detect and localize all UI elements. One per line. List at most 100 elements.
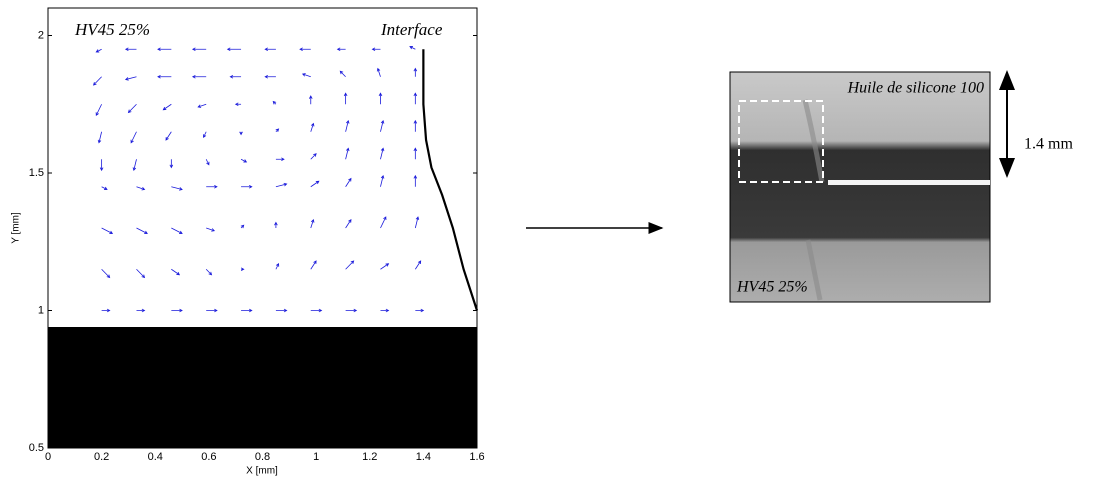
x-tick-label: 0: [45, 451, 51, 463]
vector: [371, 47, 381, 52]
vector: [310, 308, 323, 313]
vector: [191, 47, 207, 52]
vector: [310, 122, 315, 132]
vector: [275, 263, 280, 270]
vector: [414, 260, 422, 270]
vector: [409, 46, 416, 50]
vector: [206, 184, 218, 189]
vector: [165, 131, 172, 141]
vector: [241, 308, 253, 313]
vector: [136, 268, 146, 279]
vector: [171, 186, 183, 191]
vector: [206, 227, 216, 232]
y-axis-label: Y [mm]: [11, 212, 22, 244]
vector: [171, 227, 183, 234]
vector: [132, 159, 137, 172]
vector: [95, 104, 102, 116]
x-tick-label: 0.8: [255, 451, 270, 463]
vector: [124, 47, 137, 52]
vector: [205, 268, 213, 276]
vector: [413, 119, 418, 132]
vector: [240, 224, 245, 229]
vector: [264, 47, 276, 52]
vector: [345, 177, 352, 187]
vector: [202, 131, 207, 138]
vector: [169, 159, 174, 169]
vector: [339, 70, 346, 78]
vector: [99, 159, 104, 172]
vector: [274, 221, 278, 228]
vector: [345, 260, 355, 270]
vector: [136, 186, 146, 191]
vector: [234, 102, 242, 107]
image-panel: Huile de silicone 100 HV45 25%: [729, 71, 991, 303]
vector: [336, 47, 346, 52]
vector: [275, 157, 285, 162]
y-tick-label: 1: [38, 304, 44, 316]
y-tick-label: 2: [38, 29, 44, 41]
vector: [229, 74, 242, 79]
y-tick-label: 1.5: [29, 167, 44, 179]
vector: [380, 308, 390, 313]
vector: [241, 184, 253, 189]
vector: [136, 308, 146, 313]
x-tick-label: 1.6: [469, 451, 484, 463]
vector: [136, 227, 148, 234]
vector: [413, 67, 418, 77]
vector: [310, 260, 317, 270]
vector: [127, 103, 137, 114]
x-tick-label: 1.4: [416, 451, 431, 463]
vector: [301, 73, 311, 78]
vector: [345, 147, 350, 160]
vector: [308, 95, 313, 105]
x-axis-label: X [mm]: [246, 466, 278, 477]
vector: [264, 74, 276, 79]
vector: [191, 74, 207, 79]
vector: [275, 128, 280, 133]
vector: [197, 103, 207, 108]
vector: [240, 267, 245, 272]
vector: [205, 159, 210, 166]
vector: [413, 147, 418, 160]
vector: [345, 308, 358, 313]
fluid-label: Huile de silicone 100: [847, 80, 984, 97]
vector: [310, 180, 320, 188]
vector: [343, 92, 348, 105]
photo-detail: [802, 99, 825, 301]
vector: [206, 308, 218, 313]
x-tick-label: 0.6: [201, 451, 216, 463]
vector: [92, 76, 102, 86]
x-tick-label: 1.2: [362, 451, 377, 463]
vector: [97, 131, 103, 144]
vector: [380, 174, 385, 187]
fluid-label: HV45 25%: [736, 279, 808, 296]
roi-box: [738, 100, 824, 183]
vector: [101, 186, 108, 190]
vector: [239, 131, 243, 136]
vector: [310, 153, 317, 160]
vector: [275, 308, 288, 313]
vector: [124, 76, 137, 81]
photo: [729, 71, 991, 303]
vector: [415, 308, 425, 313]
annotation: Interface: [380, 20, 443, 39]
x-tick-label: 0.4: [148, 451, 163, 463]
vector: [380, 147, 385, 160]
vector: [101, 268, 111, 279]
vector: [414, 216, 420, 229]
y-tick-label: 0.5: [29, 442, 44, 454]
vector: [157, 47, 172, 52]
vector: [171, 308, 183, 313]
interface-line: [828, 180, 990, 185]
vector: [413, 174, 418, 187]
vector: [380, 119, 385, 132]
vector: [171, 268, 181, 276]
scale-label: 1.4 mm: [1024, 136, 1073, 153]
interface: [422, 49, 479, 311]
vector: [413, 92, 418, 105]
vector: [275, 182, 288, 188]
vector: [240, 158, 248, 163]
vector: [380, 216, 387, 229]
vector: [378, 92, 383, 105]
